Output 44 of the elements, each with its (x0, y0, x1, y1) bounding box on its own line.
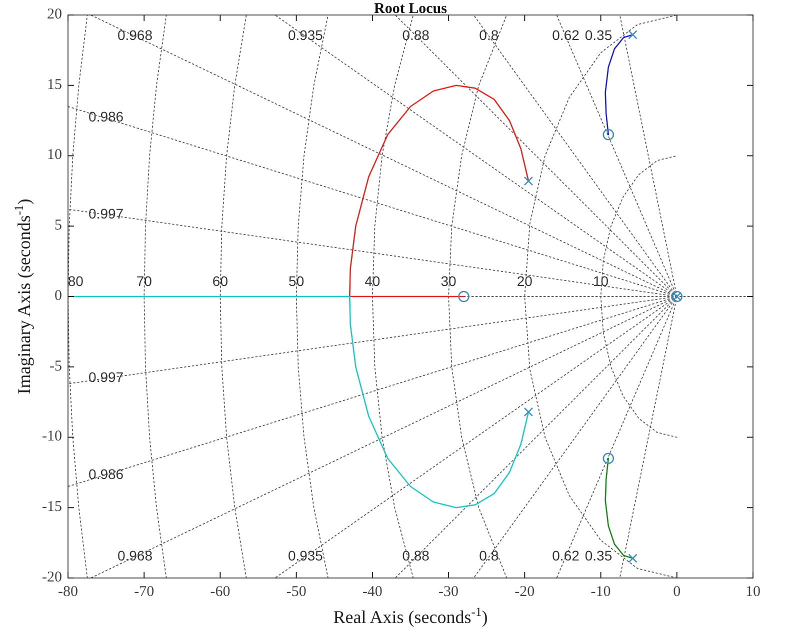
x-tick-label: -30 (438, 584, 459, 600)
x-tick-label: -80 (58, 584, 78, 600)
annotation: 0.8 (479, 26, 499, 43)
x-tick-label: -20 (514, 584, 535, 600)
annotation: 20 (516, 273, 533, 290)
annotation: 10 (592, 273, 609, 290)
x-axis-title: Real Axis (seconds$^{-1}$) (333, 605, 488, 627)
x-tick-label: -50 (286, 584, 306, 600)
annotation: 50 (288, 273, 304, 290)
annotation: 0.968 (117, 548, 153, 564)
x-tick-label: -40 (362, 584, 382, 600)
annotation: 0.997 (88, 368, 124, 385)
y-tick-label: 10 (47, 147, 62, 164)
annotation: 0.88 (402, 548, 430, 564)
annotation: 0.997 (88, 206, 124, 222)
annotation: 0.935 (288, 26, 324, 43)
y-tick-label: 20 (47, 6, 62, 22)
chart-title: Root Locus (374, 1, 448, 17)
x-tick-label: -10 (590, 584, 611, 600)
annotation: 0.62 (552, 548, 580, 564)
x-tick-label: -60 (210, 584, 230, 600)
annotation: 80 (68, 273, 84, 290)
annotation: 0.8 (479, 548, 499, 564)
y-tick-label: -15 (42, 499, 62, 516)
annotation: 0.968 (117, 26, 153, 43)
annotation: 0.88 (402, 26, 430, 43)
annotation: 30 (440, 273, 457, 290)
annotation: 60 (212, 273, 228, 290)
x-tick-label: -70 (134, 584, 154, 600)
x-tick-label: 0 (673, 584, 681, 600)
x-tick-label: 10 (746, 584, 760, 600)
y-tick-label: 0 (54, 288, 62, 304)
y-tick-label: -5 (50, 358, 62, 374)
y-tick-label: 5 (54, 218, 62, 234)
y-tick-label: 15 (47, 76, 62, 93)
annotation: 40 (364, 273, 380, 290)
annotation: 0.35 (584, 26, 612, 43)
annotation: 0.62 (552, 26, 580, 43)
annotation: 0.986 (88, 466, 124, 482)
annotation: 0.935 (288, 548, 324, 564)
annotation: 70 (136, 273, 152, 290)
y-tick-label: -20 (42, 569, 62, 586)
y-tick-label: -10 (42, 428, 62, 445)
annotation: 0.35 (584, 548, 612, 564)
